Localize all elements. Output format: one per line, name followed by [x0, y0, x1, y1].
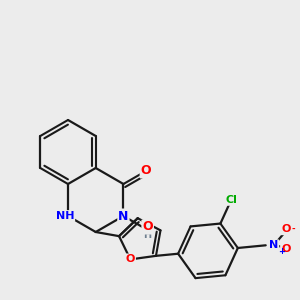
Text: O: O [142, 220, 153, 233]
Text: +: + [278, 247, 285, 256]
Text: O: O [141, 164, 151, 178]
Text: O: O [281, 244, 290, 254]
Text: NH: NH [56, 211, 74, 221]
Text: Cl: Cl [225, 195, 237, 205]
Text: -: - [292, 225, 296, 234]
Text: O: O [126, 254, 135, 264]
Text: H: H [144, 230, 152, 240]
Text: N: N [269, 240, 278, 250]
Text: N: N [118, 209, 129, 223]
Text: O: O [281, 224, 290, 234]
